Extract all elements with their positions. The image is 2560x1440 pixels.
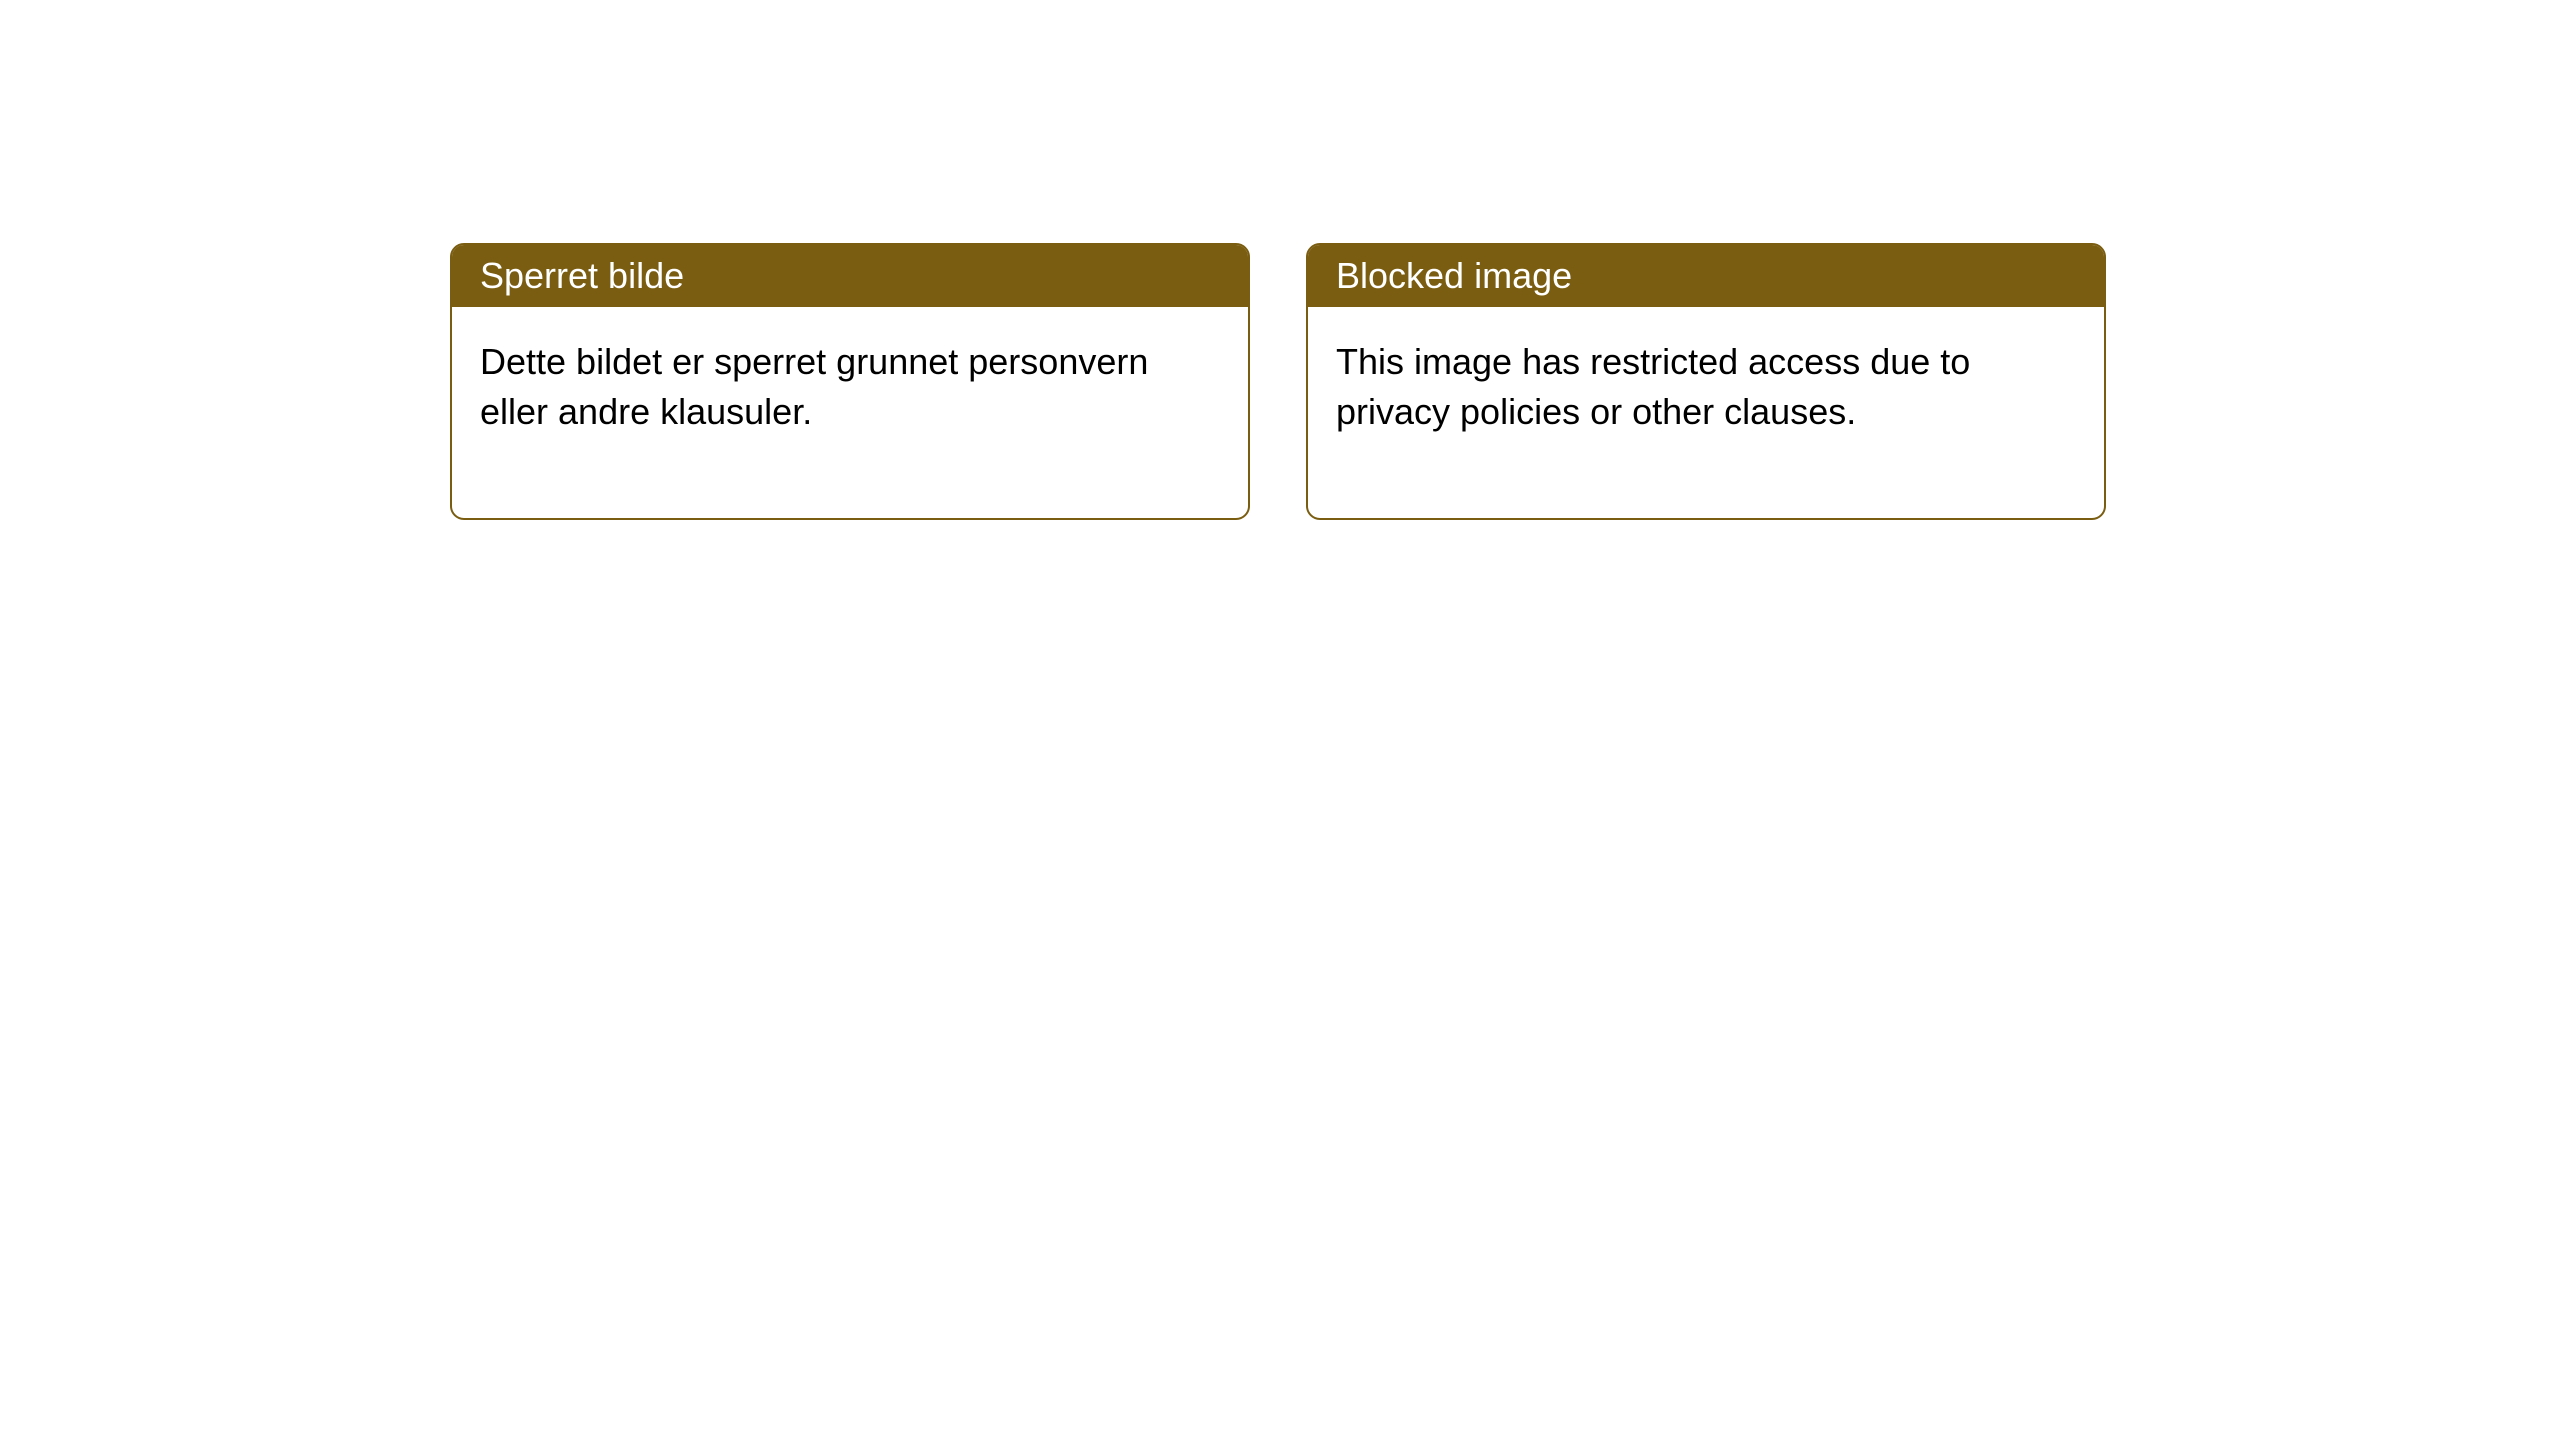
notice-text: This image has restricted access due to …	[1336, 341, 1970, 432]
notice-title: Blocked image	[1336, 255, 1572, 296]
notice-container: Sperret bilde Dette bildet er sperret gr…	[450, 243, 2106, 520]
notice-header: Blocked image	[1308, 245, 2104, 307]
notice-header: Sperret bilde	[452, 245, 1248, 307]
notice-body: Dette bildet er sperret grunnet personve…	[452, 307, 1248, 518]
notice-title: Sperret bilde	[480, 255, 684, 296]
notice-text: Dette bildet er sperret grunnet personve…	[480, 341, 1148, 432]
notice-card-english: Blocked image This image has restricted …	[1306, 243, 2106, 520]
notice-card-norwegian: Sperret bilde Dette bildet er sperret gr…	[450, 243, 1250, 520]
notice-body: This image has restricted access due to …	[1308, 307, 2104, 518]
